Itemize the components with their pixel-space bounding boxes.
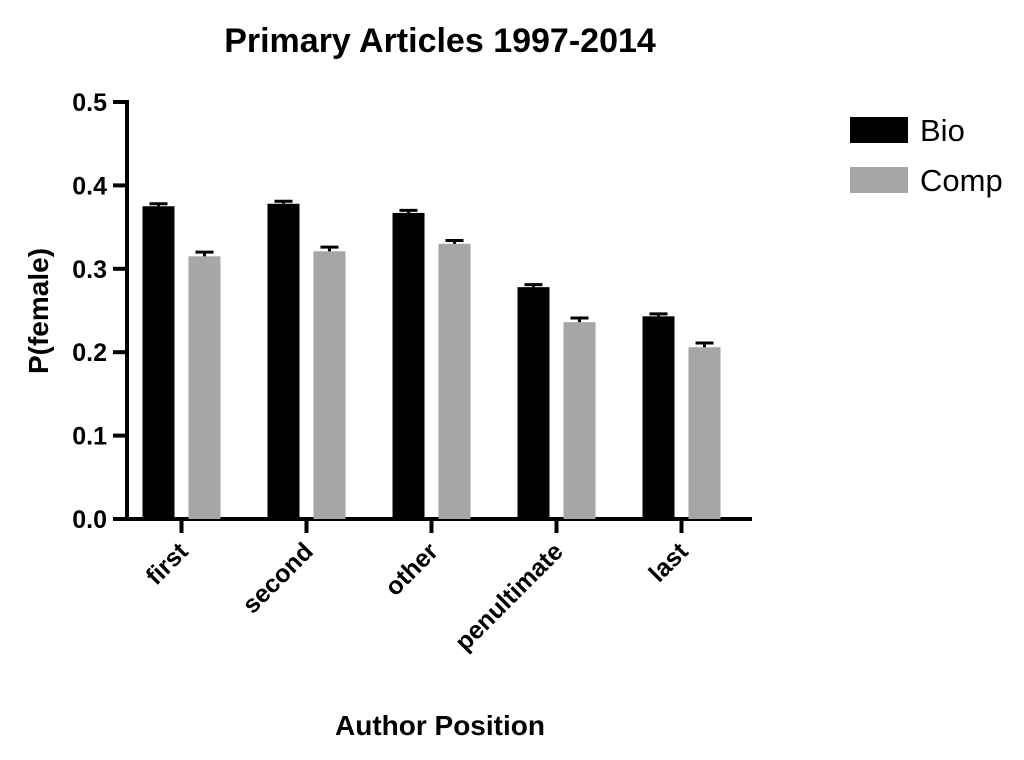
- bar-comp-second: [313, 251, 346, 519]
- legend-label-comp: Comp: [920, 163, 1003, 198]
- y-tick-label: 0.1: [72, 423, 107, 451]
- legend: Bio Comp: [850, 113, 1003, 198]
- y-tick-label: 0.2: [72, 339, 107, 367]
- bar-comp-first: [188, 256, 221, 519]
- bar-bio-second: [267, 203, 300, 520]
- chart-title: Primary Articles 1997-2014: [224, 22, 656, 60]
- y-axis-label: P(female): [23, 248, 54, 374]
- x-tick-label-penultimate: penultimate: [450, 537, 569, 656]
- x-axis-label: Author Position: [335, 710, 545, 741]
- bar-comp-last: [688, 347, 721, 519]
- bar-bio-other: [392, 212, 425, 519]
- bar-comp-penultimate: [563, 322, 596, 519]
- y-tick-label: 0.0: [72, 506, 107, 534]
- x-tick-label-other: other: [380, 537, 444, 601]
- bar-bio-first: [142, 206, 175, 519]
- y-tick-label: 0.5: [72, 89, 107, 117]
- x-tick-label-second: second: [237, 537, 319, 619]
- legend-label-bio: Bio: [920, 113, 965, 148]
- bar-comp-other: [438, 243, 471, 519]
- y-tick-label: 0.3: [72, 256, 107, 284]
- x-tick-label-first: first: [141, 537, 195, 591]
- legend-swatch-bio: [850, 117, 908, 143]
- plot-area: 0.0 0.1 0.2 0.3 0.4 0.5 first second other penult…: [72, 89, 752, 656]
- x-tick-label-last: last: [643, 537, 694, 588]
- bar-bio-last: [642, 316, 675, 519]
- y-tick-label: 0.4: [72, 172, 107, 200]
- bar-bio-penultimate: [517, 287, 550, 519]
- legend-swatch-comp: [850, 167, 908, 193]
